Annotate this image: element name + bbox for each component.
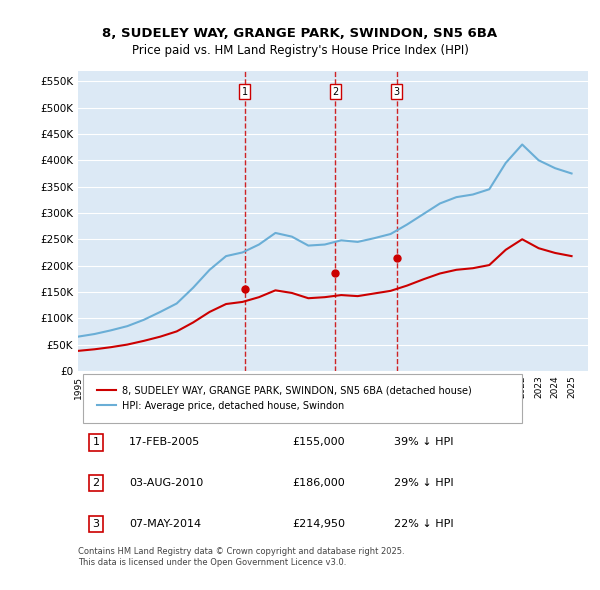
Text: Contains HM Land Registry data © Crown copyright and database right 2025.
This d: Contains HM Land Registry data © Crown c… (78, 547, 404, 566)
Text: 03-AUG-2010: 03-AUG-2010 (129, 478, 203, 488)
Text: 22% ↓ HPI: 22% ↓ HPI (394, 519, 454, 529)
Text: £214,950: £214,950 (292, 519, 345, 529)
Text: 2: 2 (332, 87, 338, 97)
Text: 2: 2 (92, 478, 100, 488)
Text: 3: 3 (394, 87, 400, 97)
Text: 17-FEB-2005: 17-FEB-2005 (129, 437, 200, 447)
Text: Price paid vs. HM Land Registry's House Price Index (HPI): Price paid vs. HM Land Registry's House … (131, 44, 469, 57)
Text: 39% ↓ HPI: 39% ↓ HPI (394, 437, 454, 447)
FancyBboxPatch shape (83, 373, 522, 422)
Legend: 8, SUDELEY WAY, GRANGE PARK, SWINDON, SN5 6BA (detached house), HPI: Average pri: 8, SUDELEY WAY, GRANGE PARK, SWINDON, SN… (93, 382, 476, 414)
Text: 1: 1 (92, 437, 100, 447)
Text: 3: 3 (92, 519, 100, 529)
Text: £186,000: £186,000 (292, 478, 345, 488)
Text: £155,000: £155,000 (292, 437, 345, 447)
Text: 8, SUDELEY WAY, GRANGE PARK, SWINDON, SN5 6BA: 8, SUDELEY WAY, GRANGE PARK, SWINDON, SN… (103, 27, 497, 40)
Text: 07-MAY-2014: 07-MAY-2014 (129, 519, 201, 529)
Text: 29% ↓ HPI: 29% ↓ HPI (394, 478, 454, 488)
Text: 1: 1 (242, 87, 248, 97)
